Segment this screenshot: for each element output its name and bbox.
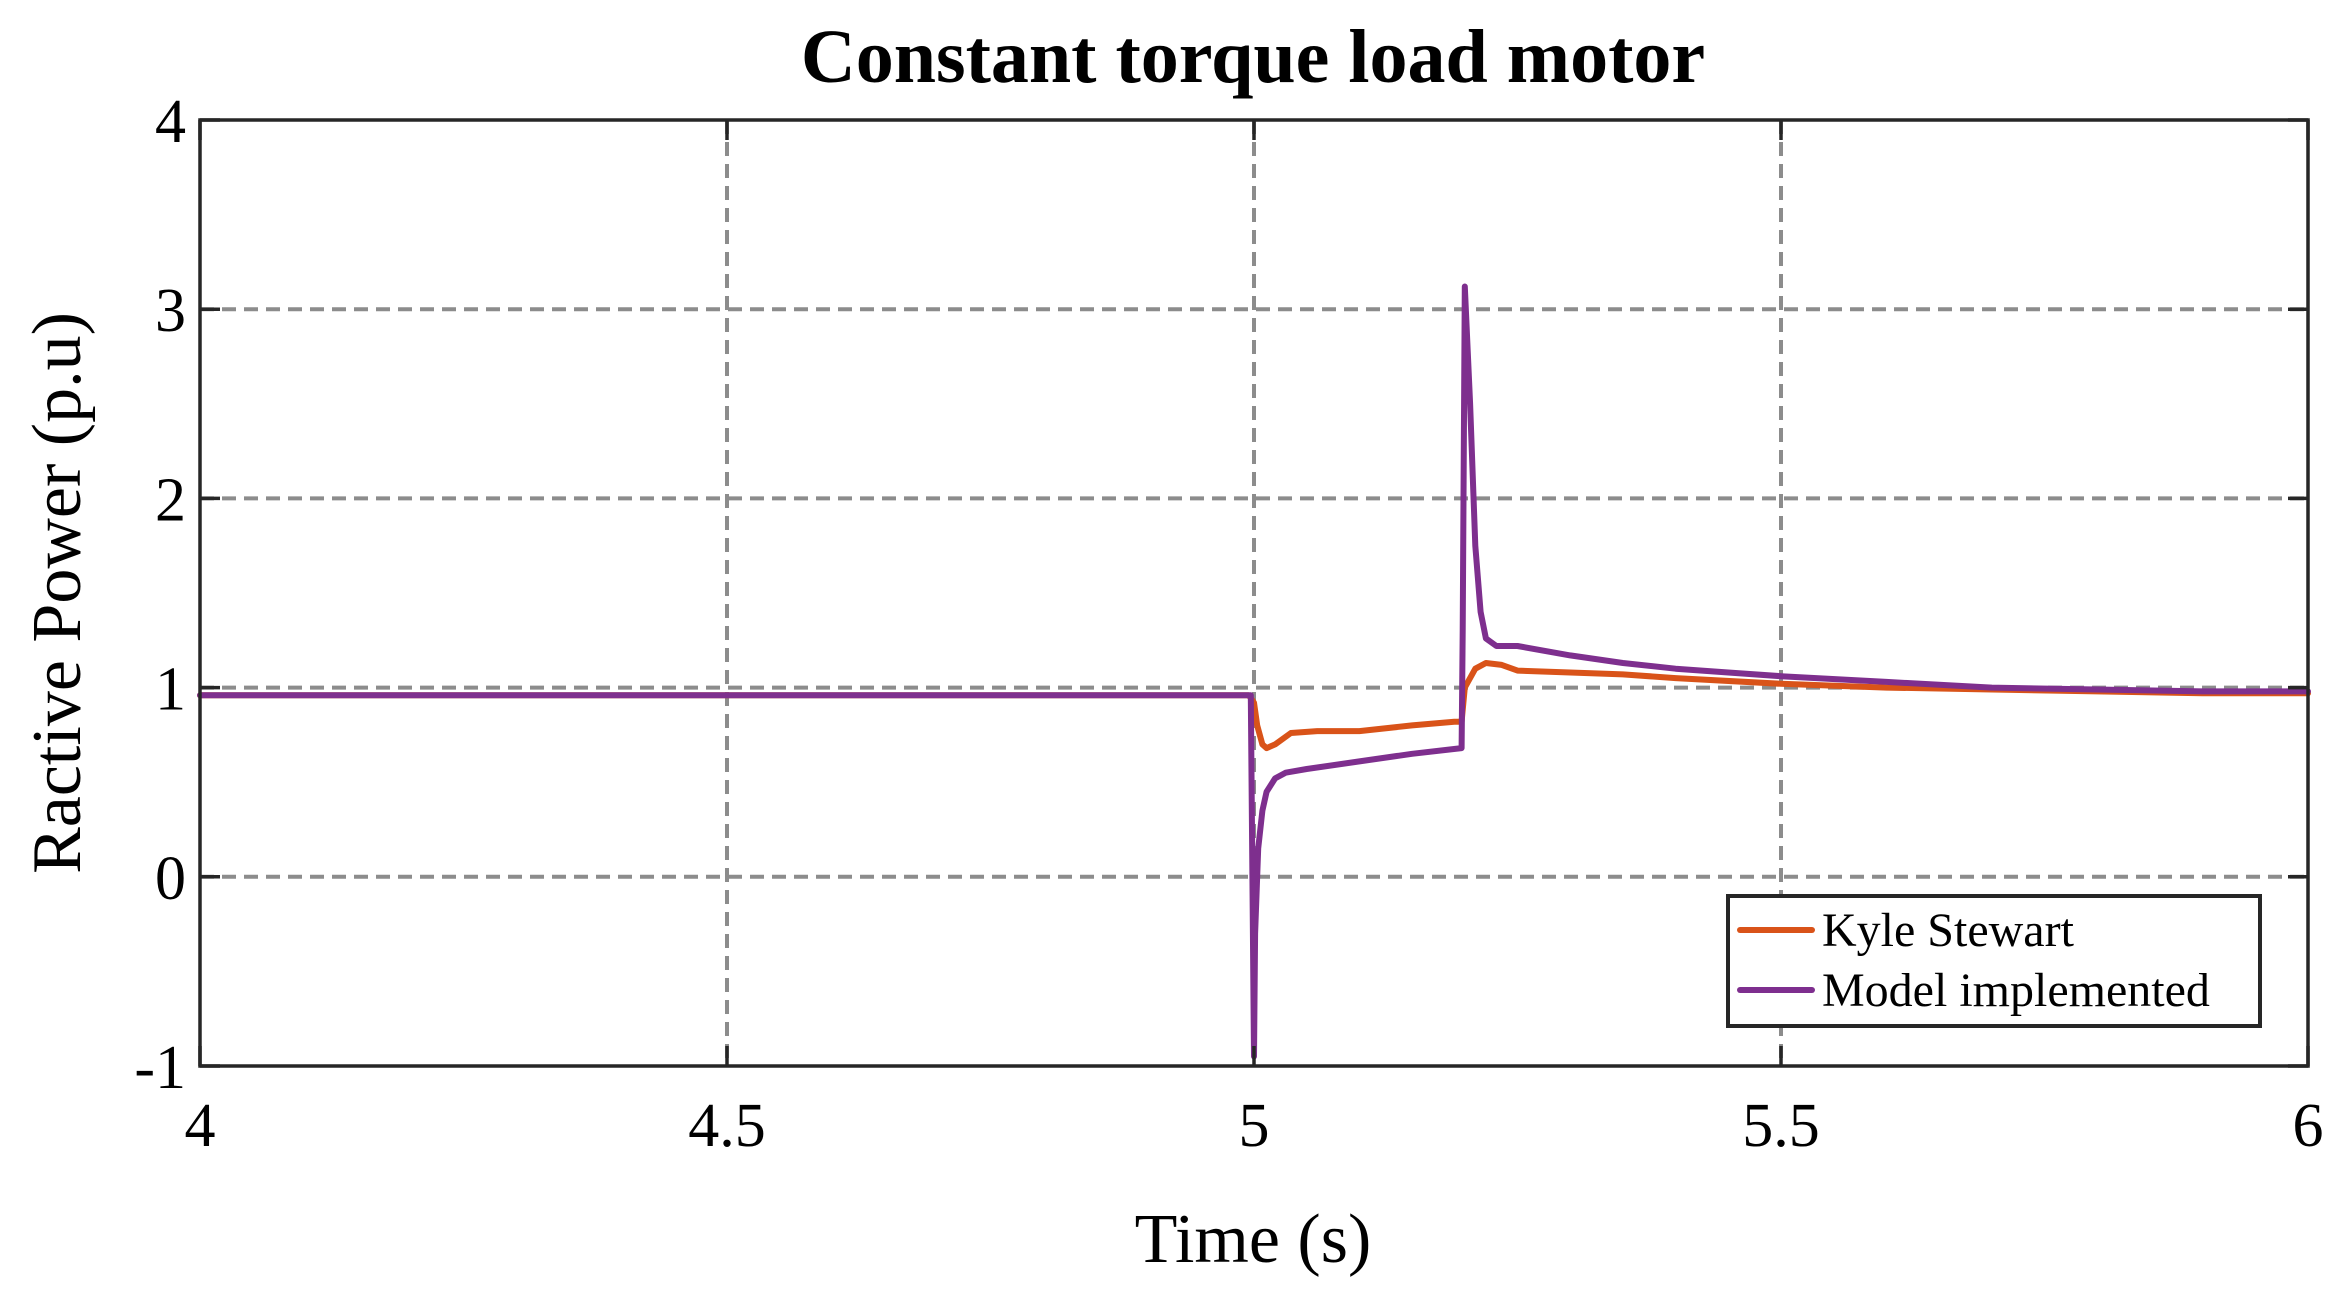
y-tick-label: 1 xyxy=(155,656,186,724)
y-tick-label: 4 xyxy=(155,88,186,156)
y-tick-label: 2 xyxy=(155,466,186,534)
x-tick-label: 6 xyxy=(2293,1092,2324,1160)
y-tick-label: 3 xyxy=(155,277,186,345)
y-tick-label: 0 xyxy=(155,845,186,913)
x-axis-label: Time (s) xyxy=(1135,1201,1372,1278)
series-group xyxy=(197,283,2311,1060)
x-tick-label: 5.5 xyxy=(1742,1092,1820,1160)
legend-label-model-implemented: Model implemented xyxy=(1822,964,2210,1017)
legend-box xyxy=(1726,894,2262,1028)
series-line-1 xyxy=(197,283,2311,1060)
ticks: 4 4.5 5 5.5 6 -1 0 1 2 3 4 xyxy=(134,88,2323,1160)
legend-label-kyle-stewart: Kyle Stewart xyxy=(1822,904,2075,957)
y-tick-label: -1 xyxy=(134,1034,186,1102)
x-tick-label: 4 xyxy=(185,1092,216,1160)
grid xyxy=(200,120,2308,1066)
x-tick-label: 4.5 xyxy=(688,1092,766,1160)
legend: Kyle Stewart Model implemented xyxy=(1726,894,2262,1028)
y-axis-label: Ractive Power (p.u) xyxy=(19,312,96,874)
x-tick-label: 5 xyxy=(1239,1092,1270,1160)
chart-title: Constant torque load motor xyxy=(801,15,1705,99)
